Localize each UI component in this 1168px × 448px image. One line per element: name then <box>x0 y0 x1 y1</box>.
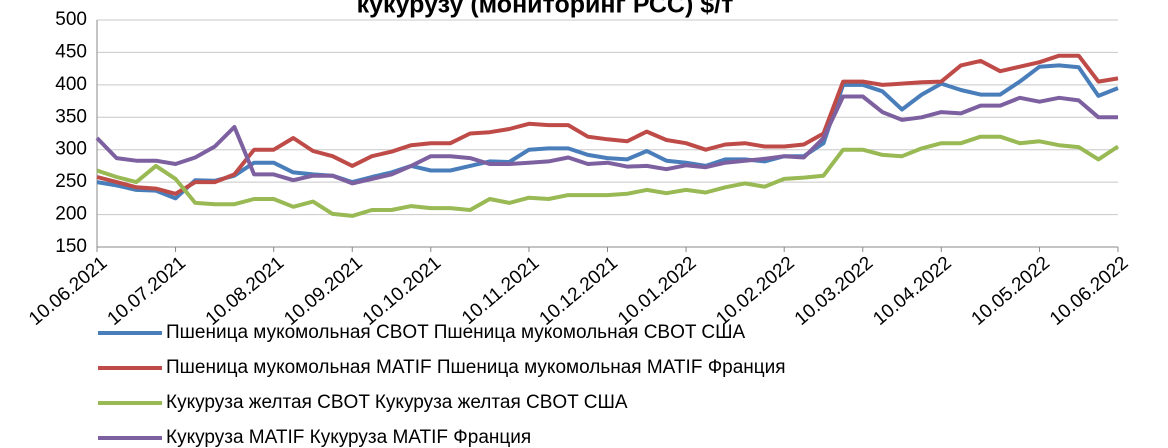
y-tick-label: 200 <box>55 204 87 225</box>
x-tick-label: 10.09.2021 <box>280 253 366 330</box>
series-line <box>96 53 1119 196</box>
chart-title: кукурузу (мониторинг РСС) $/т <box>357 0 734 19</box>
x-tick-label: 10.01.2022 <box>614 253 700 330</box>
x-tick-label: 10.06.2022 <box>1046 253 1132 330</box>
y-tick-label: 400 <box>55 74 87 95</box>
y-tick-label: 300 <box>55 139 87 160</box>
legend-label: Пшеница мукомольная CBOT Пшеница мукомол… <box>166 322 746 343</box>
y-tick-label: 250 <box>55 171 87 192</box>
x-tick-label: 10.07.2021 <box>104 253 190 330</box>
x-tick-label: 10.05.2022 <box>968 253 1054 330</box>
x-tick-label: 10.03.2022 <box>791 253 877 330</box>
series-line <box>96 63 1119 201</box>
x-tick-label: 10.02.2022 <box>712 253 798 330</box>
x-tick-label: 10.10.2021 <box>359 253 445 330</box>
y-tick-label: 450 <box>55 41 87 62</box>
series-line <box>95 94 1118 186</box>
y-tick-label: 150 <box>55 236 87 257</box>
y-tick-label: 500 <box>55 9 87 30</box>
series-line <box>96 134 1120 218</box>
x-tick-label: 10.06.2021 <box>25 253 111 330</box>
x-tick-label: 10.08.2021 <box>202 253 288 330</box>
x-tick-label: 10.04.2022 <box>869 253 955 330</box>
y-tick-label: 350 <box>55 106 87 127</box>
legend-label: Пшеница мукомольная MATIF Пшеница мукомо… <box>166 357 786 378</box>
legend-label: Кукуруза MATIF Кукуруза MATIF Франция <box>166 427 531 448</box>
x-tick-label: 10.11.2021 <box>458 253 543 329</box>
legend-label: Кукуруза желтая CBOT Кукуруза желтая CBO… <box>166 392 628 413</box>
x-tick-label: 10.12.2021 <box>536 253 622 330</box>
